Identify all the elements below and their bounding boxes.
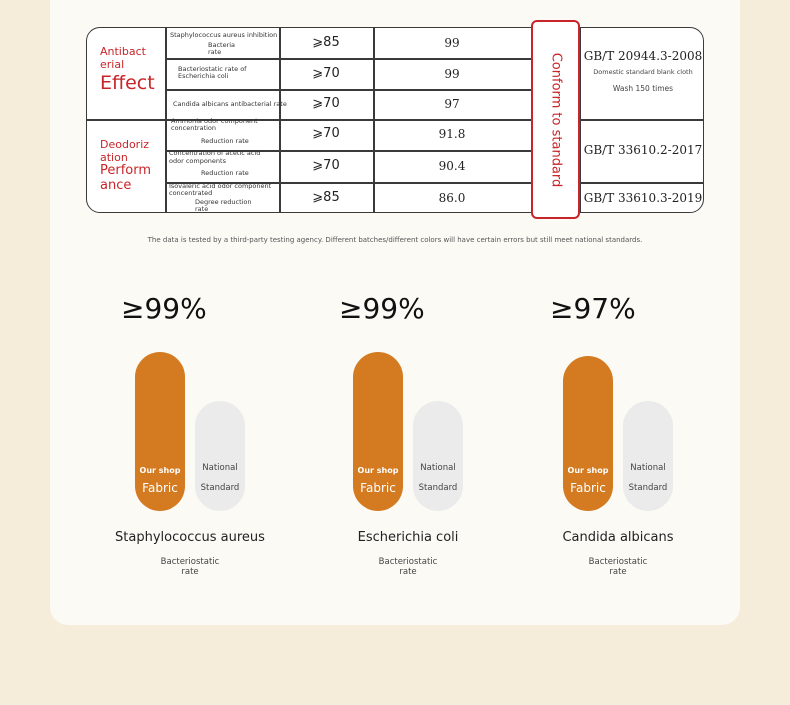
category-antibacterial: Antibact erial Effect xyxy=(100,45,155,95)
our-fabric-bar: Our shop Fabric xyxy=(353,352,403,511)
requirement-cell: ⩾70 xyxy=(312,158,340,173)
requirement-cell: ⩾70 xyxy=(312,126,340,141)
row-label: Staphylococcus aureus inhibition xyxy=(170,31,278,39)
row-label: Candida albicans antibacterial rate xyxy=(173,100,287,108)
row-label: Reduction rate xyxy=(201,137,249,145)
chart-name: Escherichia coli xyxy=(357,530,459,545)
our-fabric-bar: Our shop Fabric xyxy=(135,352,185,511)
chart-percent: ≥99% xyxy=(121,292,207,325)
row-label: rate xyxy=(208,48,222,56)
test-results-table: Antibact erial Effect Deodoriz ation Per… xyxy=(86,27,704,213)
chart-subtitle: Bacteriostatic rate xyxy=(160,557,220,578)
standard-code: GB/T 33610.3-2019 xyxy=(583,191,703,205)
row-label: Escherichia coli xyxy=(178,72,229,80)
row-label: Bacteria xyxy=(208,41,236,49)
row-label: Isovaleric acid odor component xyxy=(169,182,272,190)
result-cell: 91.8 xyxy=(438,127,466,141)
chart-percent: ≥97% xyxy=(550,292,636,325)
chart-percent: ≥99% xyxy=(339,292,425,325)
row-label: rate xyxy=(195,205,209,213)
row-label: Bacteriostatic rate of xyxy=(178,65,247,73)
row-label: Degree reduction xyxy=(195,198,252,206)
row-label: concentration xyxy=(171,124,217,132)
category-deodorization: Deodoriz ation Perform ance xyxy=(100,138,152,194)
requirement-cell: ⩾85 xyxy=(312,190,340,205)
standard-code: GB/T 20944.3-2008 xyxy=(583,49,703,63)
row-label: Concentration of acetic acid xyxy=(169,149,261,157)
national-standard-bar: National Standard xyxy=(413,401,463,511)
requirement-cell: ⩾70 xyxy=(312,96,340,111)
national-standard-bar: National Standard xyxy=(623,401,673,511)
chart-name: Candida albicans xyxy=(562,530,674,545)
chart-subtitle: Bacteriostatic rate xyxy=(588,557,648,578)
standard-note: Domestic standard blank cloth xyxy=(593,68,693,76)
chart-name: Staphylococcus aureus xyxy=(115,530,265,545)
result-cell: 90.4 xyxy=(438,159,466,173)
requirement-cell: ⩾70 xyxy=(312,66,340,81)
conform-to-standard-badge: Conform to standard xyxy=(531,20,580,219)
our-fabric-bar: Our shop Fabric xyxy=(563,356,613,511)
row-label: Ammonia odor component xyxy=(171,117,258,125)
result-cell: 99 xyxy=(444,36,460,50)
standard-note: Wash 150 times xyxy=(612,84,674,93)
standard-code: GB/T 33610.2-2017 xyxy=(583,143,703,157)
row-label: odor components xyxy=(169,157,226,165)
testing-note: The data is tested by a third-party test… xyxy=(147,236,643,244)
row-label: Reduction rate xyxy=(201,169,249,177)
national-standard-bar: National Standard xyxy=(195,401,245,511)
chart-subtitle: Bacteriostatic rate xyxy=(378,557,438,578)
result-cell: 86.0 xyxy=(438,191,466,205)
requirement-cell: ⩾85 xyxy=(312,35,340,50)
row-label: concentrated xyxy=(169,189,213,197)
result-cell: 97 xyxy=(444,97,460,111)
result-cell: 99 xyxy=(444,67,460,81)
